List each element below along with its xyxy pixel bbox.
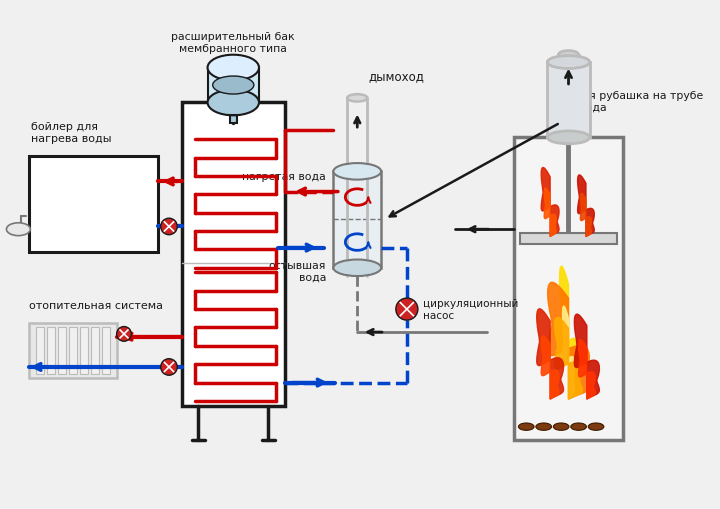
Ellipse shape <box>571 423 586 431</box>
Bar <box>547 63 590 138</box>
Text: отопительная система: отопительная система <box>30 300 163 310</box>
Polygon shape <box>548 282 590 400</box>
Ellipse shape <box>212 77 254 95</box>
Text: расширительный бак
мембранного типа: расширительный бак мембранного типа <box>171 32 295 54</box>
Ellipse shape <box>559 134 579 142</box>
Ellipse shape <box>333 260 381 276</box>
Polygon shape <box>577 176 594 237</box>
Circle shape <box>161 359 177 376</box>
Bar <box>47 327 55 375</box>
Bar <box>514 138 623 441</box>
Ellipse shape <box>207 91 259 116</box>
Ellipse shape <box>518 423 534 431</box>
Ellipse shape <box>6 223 30 236</box>
Bar <box>207 68 259 103</box>
Bar <box>30 323 117 378</box>
Bar <box>91 327 99 375</box>
Circle shape <box>396 298 418 321</box>
Ellipse shape <box>559 51 579 60</box>
Polygon shape <box>578 340 595 400</box>
Polygon shape <box>541 168 559 237</box>
Ellipse shape <box>547 56 590 69</box>
Bar <box>69 327 77 375</box>
Ellipse shape <box>547 132 590 145</box>
Ellipse shape <box>347 95 367 102</box>
Bar <box>30 156 158 252</box>
Text: остывшая
вода: остывшая вода <box>269 261 326 282</box>
Ellipse shape <box>554 423 569 431</box>
Polygon shape <box>580 194 592 237</box>
Circle shape <box>117 327 131 342</box>
Polygon shape <box>559 267 577 400</box>
Polygon shape <box>541 336 559 400</box>
Polygon shape <box>554 318 582 400</box>
Bar <box>80 327 88 375</box>
Ellipse shape <box>588 423 604 431</box>
Bar <box>102 327 110 375</box>
Ellipse shape <box>536 423 552 431</box>
Circle shape <box>161 219 177 235</box>
Ellipse shape <box>207 55 259 81</box>
Bar <box>230 114 237 123</box>
Polygon shape <box>536 309 564 400</box>
Polygon shape <box>575 315 599 400</box>
Text: бойлер для
нагрева воды: бойлер для нагрева воды <box>31 122 112 144</box>
Bar <box>182 103 284 406</box>
Bar <box>58 327 66 375</box>
Ellipse shape <box>333 164 381 180</box>
Text: дымоход: дымоход <box>369 70 424 83</box>
Bar <box>520 234 617 244</box>
Text: нагретая вода: нагретая вода <box>243 171 326 181</box>
Text: водяная рубашка на трубе
дымохода: водяная рубашка на трубе дымохода <box>549 91 703 112</box>
Polygon shape <box>544 189 556 237</box>
Bar <box>36 327 44 375</box>
Bar <box>333 172 381 268</box>
Polygon shape <box>562 306 575 400</box>
Text: циркуляционный
насос: циркуляционный насос <box>423 299 519 320</box>
